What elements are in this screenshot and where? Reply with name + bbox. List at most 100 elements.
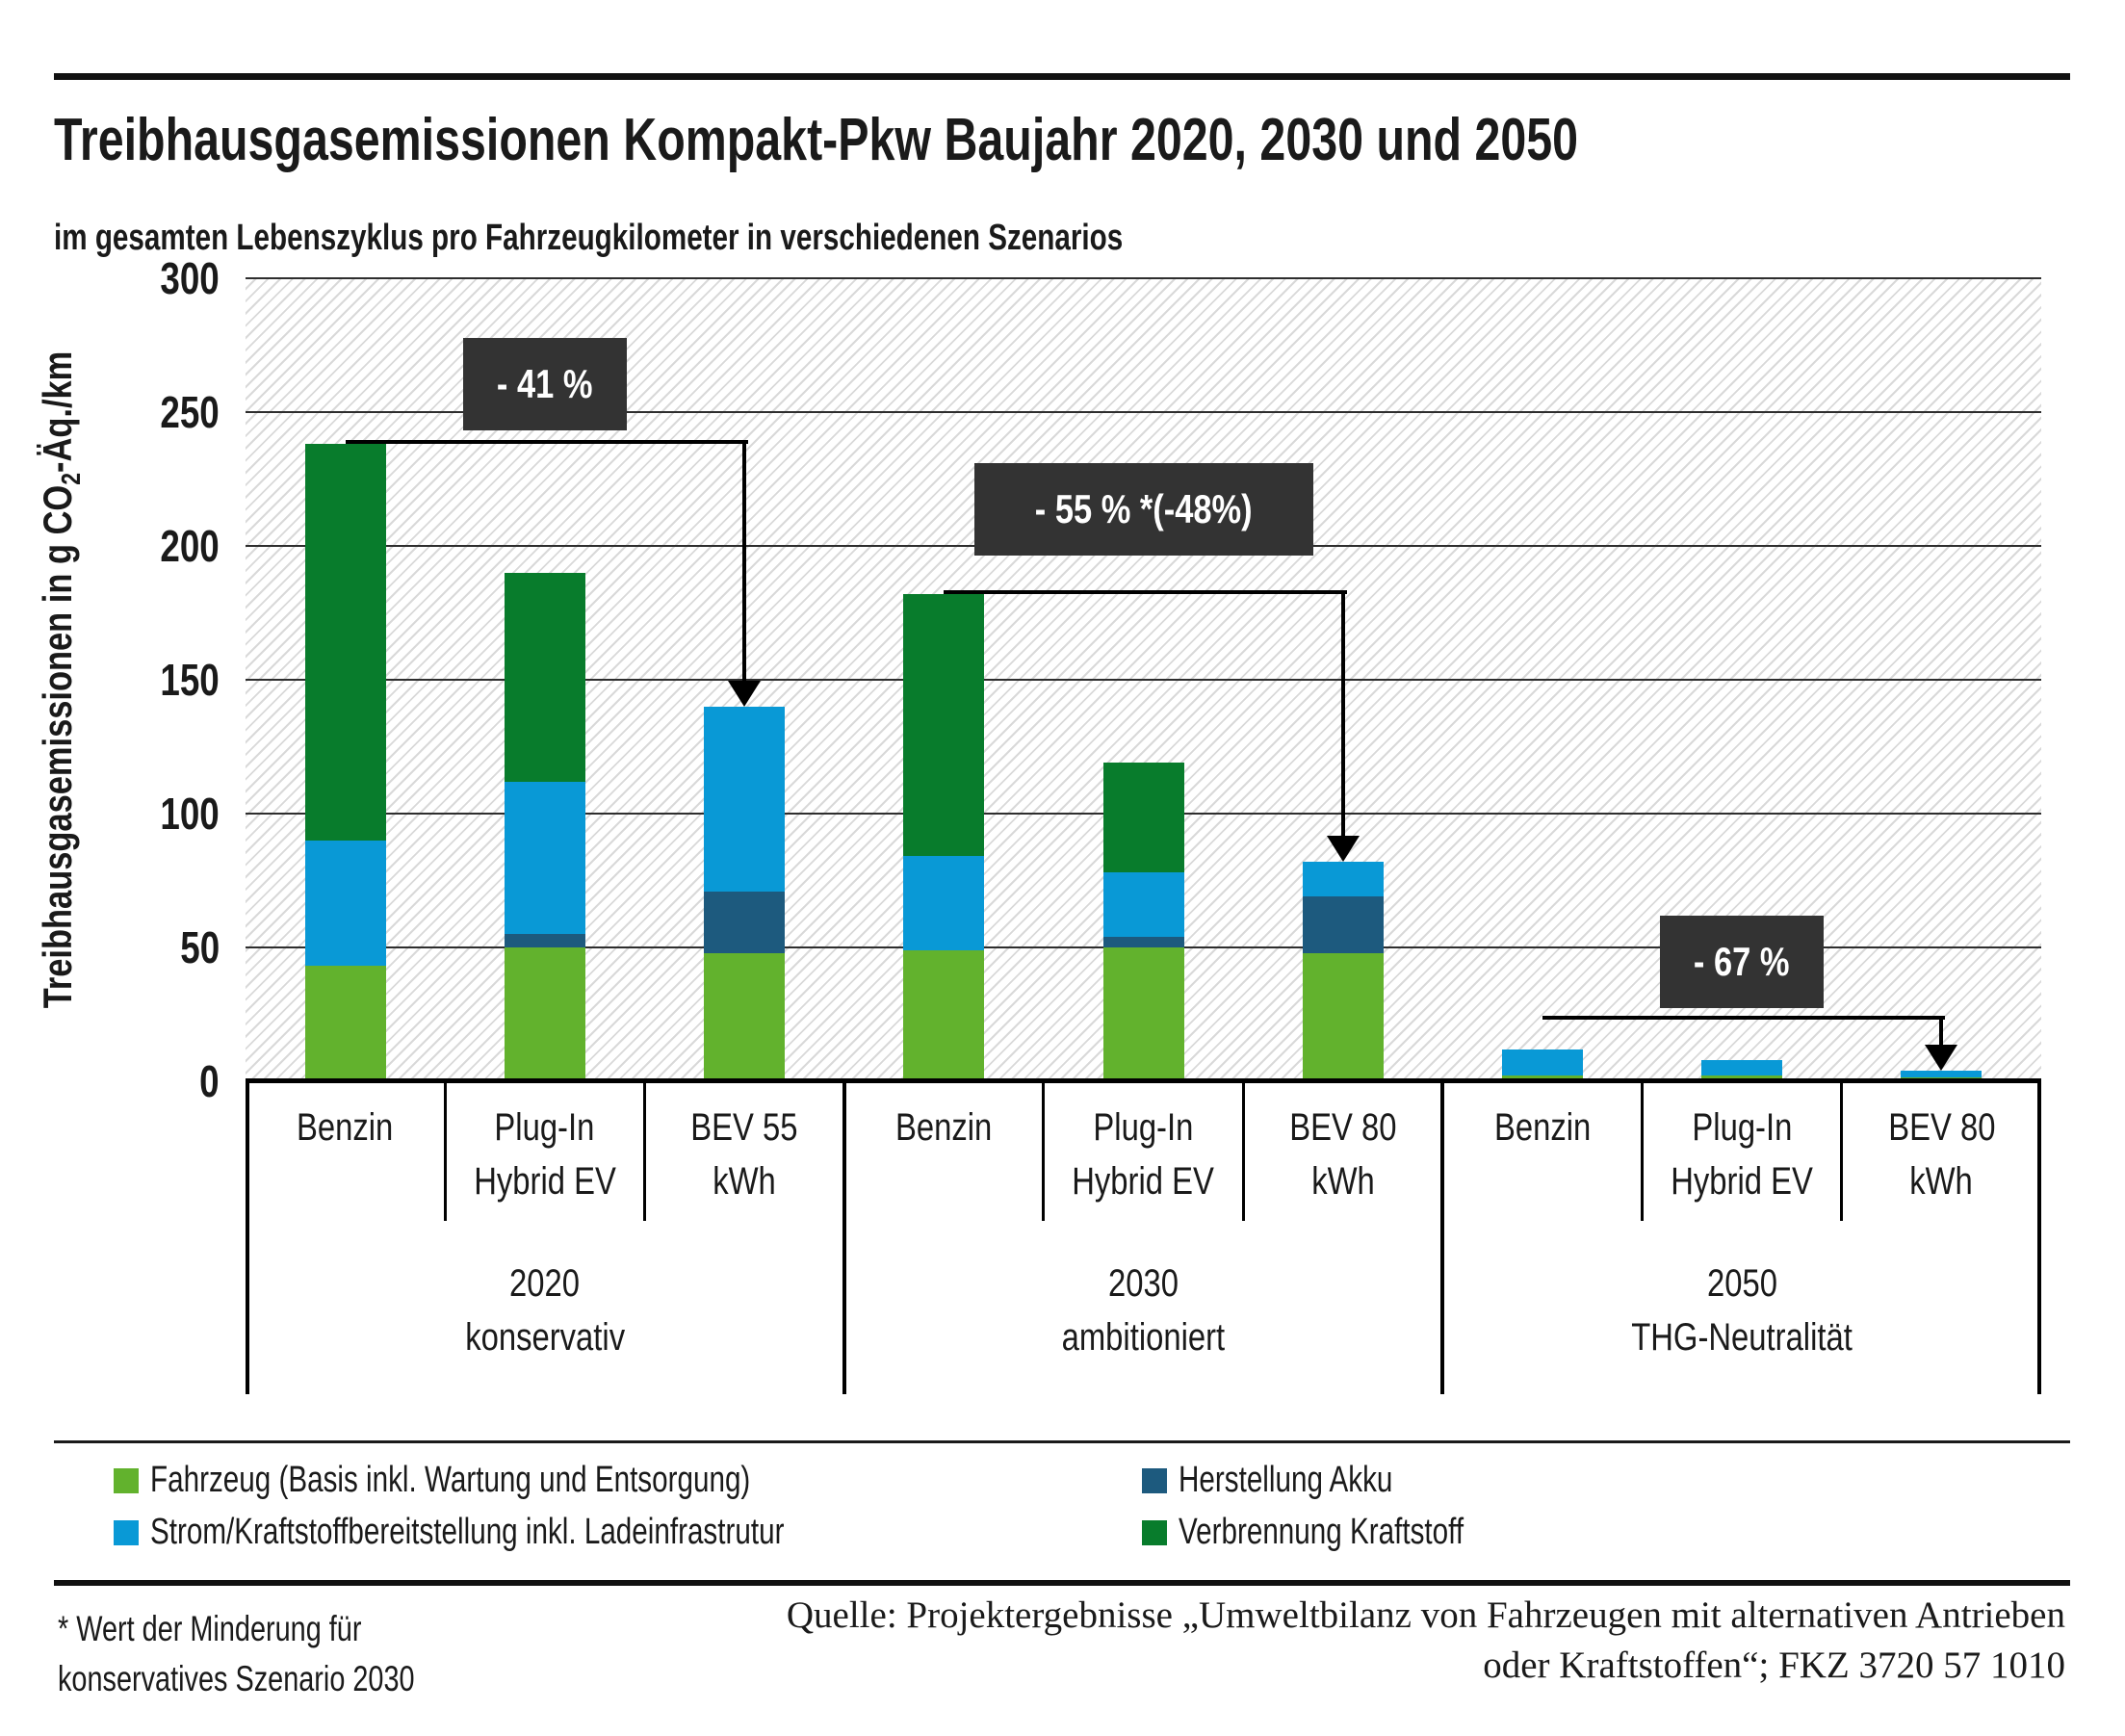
y-tick-label: 50 [0, 919, 220, 976]
legend-item-verbrennung: Verbrennung Kraftstoff [1142, 1512, 1544, 1553]
y-tick-label: 0 [0, 1052, 220, 1110]
grid-line [246, 277, 2041, 280]
bar-segment-fahrzeug [1302, 952, 1384, 1081]
group-separator [1440, 1081, 1445, 1394]
top-rule [54, 73, 2070, 80]
bar-segment-strom [1501, 1049, 1583, 1076]
bar-segment-fahrzeug [304, 966, 386, 1081]
category-label: Benzin [246, 1101, 445, 1154]
annotation-box: - 41 % [462, 338, 627, 431]
y-tick-text: 150 [160, 655, 220, 705]
category-label-text: Hybrid EV [1671, 1160, 1813, 1203]
category-separator [443, 1081, 447, 1221]
bar-segment-akku [1102, 936, 1184, 947]
legend-item-strom: Strom/Kraftstoffbereitstellung inkl. Lad… [114, 1512, 963, 1553]
category-label: BEV 80 kWh [1243, 1101, 1442, 1208]
bar-segment-verbrennung [903, 594, 985, 857]
legend-label: Fahrzeug (Basis inkl. Wartung und Entsor… [150, 1460, 751, 1500]
grid-line [246, 679, 2041, 681]
category-label-text: kWh [1310, 1160, 1375, 1203]
annotation-connector [944, 590, 1347, 595]
footnote-line: konservatives Szenario 2030 [58, 1659, 415, 1698]
footnote: * Wert der Minderung für konservatives S… [58, 1604, 515, 1704]
category-label: Benzin [844, 1101, 1044, 1154]
category-label: Plug-In Hybrid EV [445, 1101, 644, 1208]
category-separator [1840, 1081, 1844, 1221]
footer-rule [54, 1580, 2070, 1586]
page-title-text: Treibhausgasemissionen Kompakt-Pkw Bauja… [54, 107, 1579, 173]
bar-segment-strom [1701, 1059, 1783, 1076]
legend-label: Verbrennung Kraftstoff [1179, 1512, 1464, 1552]
bar-segment-strom [704, 706, 786, 892]
group-separator [842, 1081, 846, 1394]
group-label: 2020 konservativ [246, 1257, 844, 1364]
category-label-text: Plug-In [494, 1106, 595, 1149]
legend-swatch-verbrennung [1142, 1519, 1167, 1545]
y-tick-text: 0 [199, 1056, 220, 1106]
group-label-text: ambitioniert [1061, 1316, 1226, 1359]
annotation-box: - 67 % [1660, 916, 1825, 1009]
category-label-text: kWh [1909, 1160, 1974, 1203]
legend-top-rule [54, 1440, 2070, 1443]
y-tick-text: 300 [160, 253, 220, 303]
category-label-text: Plug-In [1093, 1106, 1194, 1149]
bar-segment-fahrzeug [504, 947, 585, 1081]
bar-segment-strom [1302, 862, 1384, 897]
group-label-text: THG-Neutralität [1631, 1316, 1853, 1359]
category-label: Plug-In Hybrid EV [1044, 1101, 1243, 1208]
category-separator [1241, 1081, 1245, 1221]
source-line: oder Kraftstoffen“; FKZ 3720 57 1010 [1483, 1645, 2065, 1686]
y-tick-label: 100 [0, 785, 220, 842]
bar-segment-strom [1901, 1070, 1982, 1077]
group-label-text: 2050 [1706, 1262, 1777, 1305]
group-label: 2050 THG-Neutralität [1442, 1257, 2041, 1364]
y-tick-label: 300 [0, 249, 220, 307]
bar-segment-fahrzeug [704, 952, 786, 1081]
category-label-text: BEV 55 [690, 1106, 798, 1149]
bar-segment-fahrzeug [1102, 947, 1184, 1081]
arrow-down-icon [1326, 836, 1360, 863]
source-line: Quelle: Projektergebnisse „Umweltbilanz … [786, 1594, 2065, 1636]
category-label: BEV 80 kWh [1842, 1101, 2041, 1208]
bar-segment-strom [504, 781, 585, 935]
page-title: Treibhausgasemissionen Kompakt-Pkw Bauja… [54, 106, 2008, 174]
category-separator [1042, 1081, 1046, 1221]
annotation-text: - 41 % [497, 361, 593, 407]
group-label-text: konservativ [464, 1316, 625, 1359]
plot-area: - 41 % - 55 % *(-48%) - 67 % [246, 277, 2041, 1081]
bar-segment-akku [704, 891, 786, 953]
x-axis-baseline [246, 1078, 2041, 1083]
source-citation: Quelle: Projektergebnisse „Umweltbilanz … [787, 1591, 2065, 1691]
category-label-text: BEV 80 [1887, 1106, 1995, 1149]
annotation-text: - 55 % *(-48%) [1034, 486, 1253, 532]
category-label-text: Hybrid EV [474, 1160, 616, 1203]
category-separator [1641, 1081, 1645, 1221]
legend-item-akku: Herstellung Akku [1142, 1460, 1453, 1501]
y-tick-text: 50 [180, 922, 220, 972]
page-subtitle: im gesamten Lebenszyklus pro Fahrzeugkil… [54, 218, 1424, 259]
legend-swatch-akku [1142, 1467, 1167, 1493]
bar-segment-verbrennung [504, 572, 585, 782]
category-label-text: Hybrid EV [1072, 1160, 1215, 1203]
grid-line [246, 411, 2041, 413]
y-tick-label: 250 [0, 383, 220, 441]
arrow-down-icon [728, 680, 762, 707]
category-label-text: Plug-In [1692, 1106, 1793, 1149]
bar-segment-strom [903, 856, 985, 950]
legend-label: Strom/Kraftstoffbereitstellung inkl. Lad… [150, 1512, 785, 1552]
category-label-text: Benzin [297, 1106, 394, 1149]
category-label-text: kWh [713, 1160, 776, 1203]
bar-segment-strom [1102, 872, 1184, 937]
legend-swatch-fahrzeug [114, 1467, 139, 1493]
footnote-line: * Wert der Minderung für [58, 1609, 362, 1648]
annotation-connector [345, 440, 749, 445]
legend-swatch-strom [114, 1519, 139, 1545]
y-tick-label: 150 [0, 651, 220, 709]
category-label: Benzin [1442, 1101, 1642, 1154]
annotation-connector [1542, 1016, 1946, 1021]
page-subtitle-text: im gesamten Lebenszyklus pro Fahrzeugkil… [54, 218, 1124, 258]
bar-segment-fahrzeug [903, 949, 985, 1081]
category-label: Plug-In Hybrid EV [1643, 1101, 1842, 1208]
bar-segment-akku [1302, 896, 1384, 953]
bar-segment-strom [304, 840, 386, 967]
